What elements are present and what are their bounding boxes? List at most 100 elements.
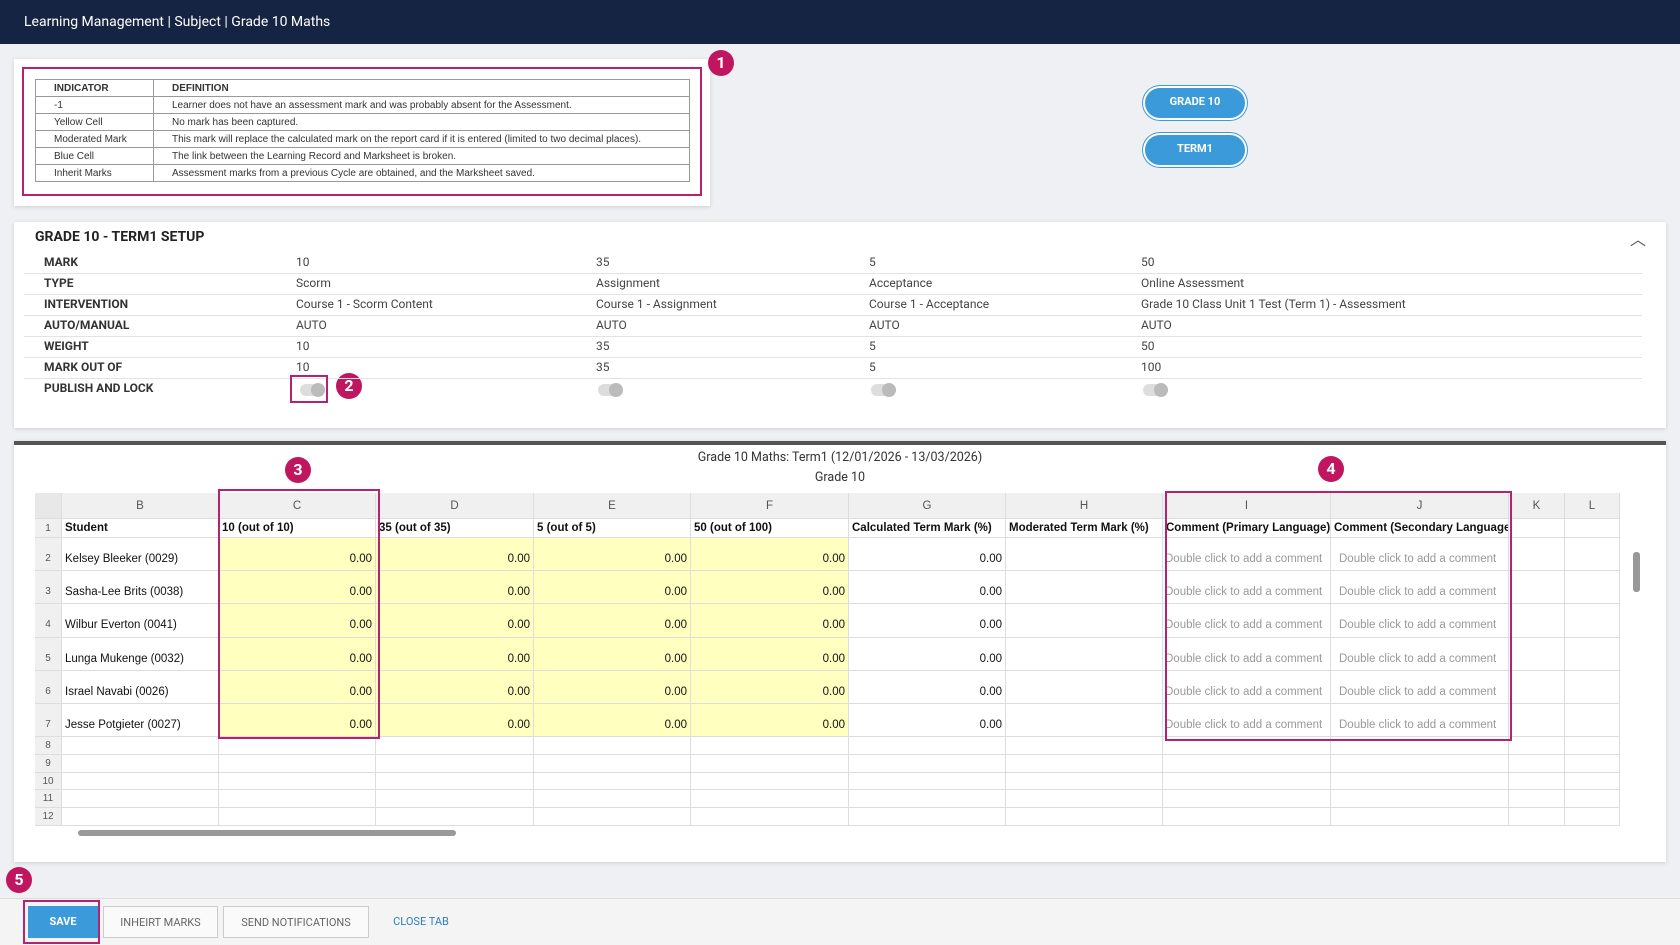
filter-button[interactable]: GRADE 10 xyxy=(1145,88,1245,118)
cell[interactable] xyxy=(849,808,1006,826)
cell[interactable] xyxy=(1006,637,1163,671)
cell[interactable] xyxy=(849,737,1006,755)
filter-button[interactable]: TERM1 xyxy=(1145,135,1245,165)
toggle[interactable] xyxy=(1143,383,1168,397)
cell[interactable] xyxy=(1163,772,1331,791)
mark-cell[interactable]: 0.00 xyxy=(691,637,849,671)
mark-cell[interactable]: 0.00 xyxy=(219,704,376,738)
comment-cell[interactable]: Double click to add a comment xyxy=(1331,604,1509,638)
cell[interactable] xyxy=(691,737,849,755)
cell[interactable] xyxy=(376,808,534,826)
mark-cell[interactable]: 0.00 xyxy=(691,571,849,605)
scrollbar[interactable] xyxy=(1633,552,1640,592)
cell[interactable] xyxy=(691,772,849,791)
cell[interactable] xyxy=(691,790,849,808)
toggle[interactable] xyxy=(598,383,623,397)
cell[interactable] xyxy=(1565,772,1620,791)
comment-cell[interactable]: Double click to add a comment xyxy=(1163,637,1331,671)
cell[interactable] xyxy=(1006,538,1163,572)
comment-cell[interactable]: Double click to add a comment xyxy=(1331,571,1509,605)
cell[interactable] xyxy=(849,772,1006,791)
cell[interactable] xyxy=(1006,670,1163,704)
cell[interactable] xyxy=(376,754,534,773)
toggle[interactable] xyxy=(300,383,325,397)
mark-cell[interactable]: 0.00 xyxy=(376,604,534,638)
cell[interactable] xyxy=(534,754,691,773)
cell[interactable] xyxy=(691,808,849,826)
mark-cell[interactable]: 0.00 xyxy=(219,604,376,638)
mark-cell[interactable]: 0.00 xyxy=(376,538,534,572)
mark-cell[interactable]: 0.00 xyxy=(691,670,849,704)
cell[interactable] xyxy=(1331,772,1509,791)
comment-cell[interactable]: Double click to add a comment xyxy=(1331,538,1509,572)
mark-cell[interactable]: 0.00 xyxy=(849,637,1006,671)
cell[interactable] xyxy=(534,772,691,791)
cell[interactable] xyxy=(219,790,376,808)
cell[interactable] xyxy=(1163,754,1331,773)
cell[interactable] xyxy=(849,754,1006,773)
cell[interactable] xyxy=(1006,772,1163,791)
mark-cell[interactable]: 0.00 xyxy=(376,637,534,671)
mark-cell[interactable]: 0.00 xyxy=(534,571,691,605)
cell[interactable] xyxy=(1331,790,1509,808)
mark-cell[interactable]: 0.00 xyxy=(849,538,1006,572)
cell[interactable] xyxy=(1163,808,1331,826)
cell[interactable] xyxy=(1163,790,1331,808)
comment-cell[interactable]: Double click to add a comment xyxy=(1163,538,1331,572)
cell[interactable] xyxy=(1509,808,1565,826)
cell[interactable] xyxy=(1331,737,1509,755)
cell[interactable] xyxy=(534,808,691,826)
comment-cell[interactable]: Double click to add a comment xyxy=(1163,604,1331,638)
mark-cell[interactable]: 0.00 xyxy=(849,704,1006,738)
mark-cell[interactable]: 0.00 xyxy=(534,538,691,572)
mark-cell[interactable]: 0.00 xyxy=(691,704,849,738)
cell[interactable] xyxy=(1006,808,1163,826)
toggle[interactable] xyxy=(871,383,896,397)
mark-cell[interactable]: 0.00 xyxy=(849,604,1006,638)
cell[interactable] xyxy=(691,754,849,773)
mark-cell[interactable]: 0.00 xyxy=(849,571,1006,605)
mark-cell[interactable]: 0.00 xyxy=(691,604,849,638)
cell[interactable] xyxy=(376,790,534,808)
cell[interactable] xyxy=(219,772,376,791)
cell[interactable] xyxy=(1565,754,1620,773)
cell[interactable] xyxy=(1509,790,1565,808)
cell[interactable] xyxy=(62,754,219,773)
cell[interactable] xyxy=(534,790,691,808)
comment-cell[interactable]: Double click to add a comment xyxy=(1331,670,1509,704)
mark-cell[interactable]: 0.00 xyxy=(219,670,376,704)
mark-cell[interactable]: 0.00 xyxy=(219,538,376,572)
cell[interactable] xyxy=(219,808,376,826)
mark-cell[interactable]: 0.00 xyxy=(534,670,691,704)
cell[interactable] xyxy=(534,737,691,755)
cell[interactable] xyxy=(849,790,1006,808)
cell[interactable] xyxy=(1331,754,1509,773)
mark-cell[interactable]: 0.00 xyxy=(219,571,376,605)
cell[interactable] xyxy=(1006,704,1163,738)
comment-cell[interactable]: Double click to add a comment xyxy=(1331,704,1509,738)
cell[interactable] xyxy=(62,790,219,808)
cell[interactable] xyxy=(1565,808,1620,826)
cell[interactable] xyxy=(1509,754,1565,773)
cell[interactable] xyxy=(376,772,534,791)
comment-cell[interactable]: Double click to add a comment xyxy=(1163,670,1331,704)
comment-cell[interactable]: Double click to add a comment xyxy=(1163,571,1331,605)
cell[interactable] xyxy=(1006,571,1163,605)
cell[interactable] xyxy=(1565,790,1620,808)
mark-cell[interactable]: 0.00 xyxy=(219,637,376,671)
mark-cell[interactable]: 0.00 xyxy=(376,704,534,738)
cell[interactable] xyxy=(1006,790,1163,808)
mark-cell[interactable]: 0.00 xyxy=(849,670,1006,704)
mark-cell[interactable]: 0.00 xyxy=(376,670,534,704)
cell[interactable] xyxy=(1163,737,1331,755)
cell[interactable] xyxy=(62,737,219,755)
cell[interactable] xyxy=(1006,754,1163,773)
scrollbar[interactable] xyxy=(78,830,456,836)
mark-cell[interactable]: 0.00 xyxy=(376,571,534,605)
mark-cell[interactable]: 0.00 xyxy=(534,604,691,638)
footer-button[interactable]: SEND NOTIFICATIONS xyxy=(223,906,369,938)
cell[interactable] xyxy=(62,772,219,791)
mark-cell[interactable]: 0.00 xyxy=(534,704,691,738)
footer-button[interactable]: SAVE xyxy=(28,906,98,938)
cell[interactable] xyxy=(376,737,534,755)
